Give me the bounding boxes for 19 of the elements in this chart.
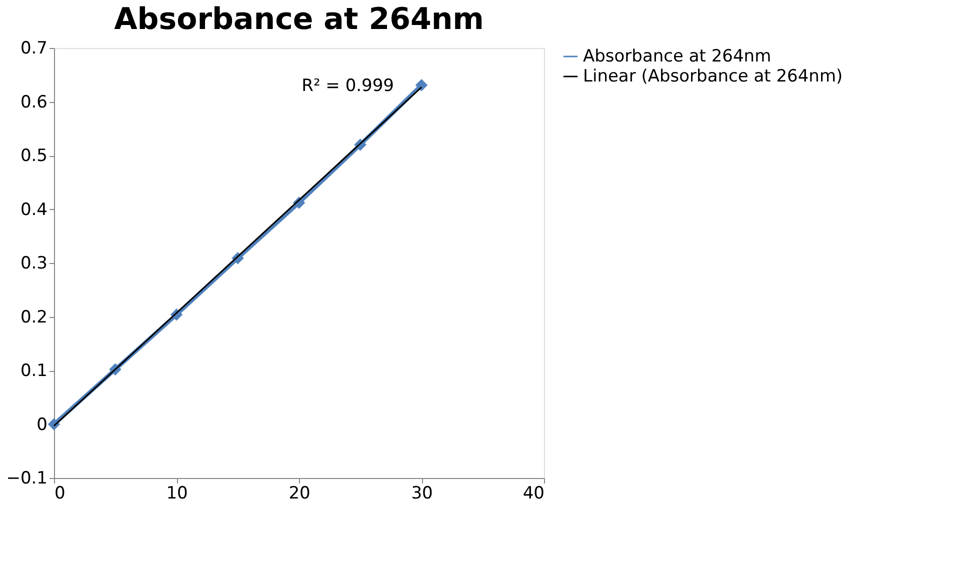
y-tick-label: 0.4: [20, 200, 48, 220]
legend-label: Linear (Absorbance at 264nm): [583, 66, 843, 86]
y-tick-label: 0.7: [20, 38, 48, 58]
x-tick-label: 0: [54, 484, 66, 504]
annotation: R² = 0.999: [302, 76, 394, 96]
x-tick-label: 30: [411, 484, 433, 504]
y-tick-label: 0.2: [20, 307, 48, 328]
y-tick-label: 0.1: [20, 361, 48, 381]
x-tick-label: 40: [522, 484, 544, 504]
legend-label: Absorbance at 264nm: [583, 46, 772, 66]
y-tick-label: 0.3: [20, 254, 48, 274]
chart-title: Absorbance at 264nm: [114, 2, 484, 37]
x-tick-label: 10: [166, 484, 188, 504]
x-tick-label: 20: [288, 484, 310, 504]
y-tick-label: 0.6: [20, 92, 48, 112]
y-tick-label: 0.5: [20, 146, 48, 166]
y-tick-label: 0: [36, 414, 48, 435]
y-tick-label: −0.1: [6, 468, 48, 488]
point: [415, 78, 428, 92]
